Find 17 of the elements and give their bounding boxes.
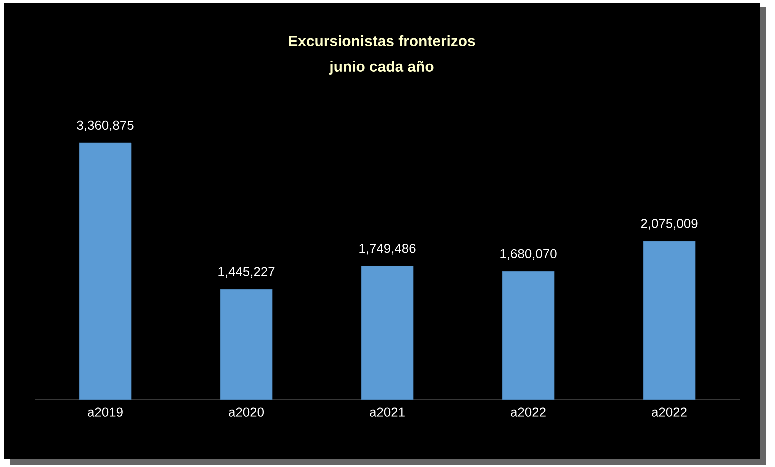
chart-subtitle: junio cada año — [329, 61, 434, 75]
x-tick-label: a2022 — [652, 408, 687, 417]
x-tick-label: a2021 — [370, 408, 405, 417]
chart-title: Excursionistas fronterizos — [289, 36, 476, 46]
bar — [79, 142, 132, 400]
bar — [361, 266, 414, 400]
data-label: 1,749,486 — [360, 244, 416, 255]
bar — [502, 271, 555, 400]
data-label: 3,360,875 — [77, 120, 134, 132]
x-tick-label: a2019 — [88, 408, 123, 417]
data-label: 1,680,070 — [500, 249, 557, 260]
data-label: 2,075,009 — [641, 219, 698, 230]
x-tick-label: a2020 — [229, 408, 264, 417]
x-tick-label: a2022 — [511, 408, 546, 417]
bar — [220, 289, 273, 400]
bar — [643, 241, 696, 400]
data-label: 1,445,227 — [218, 267, 275, 278]
